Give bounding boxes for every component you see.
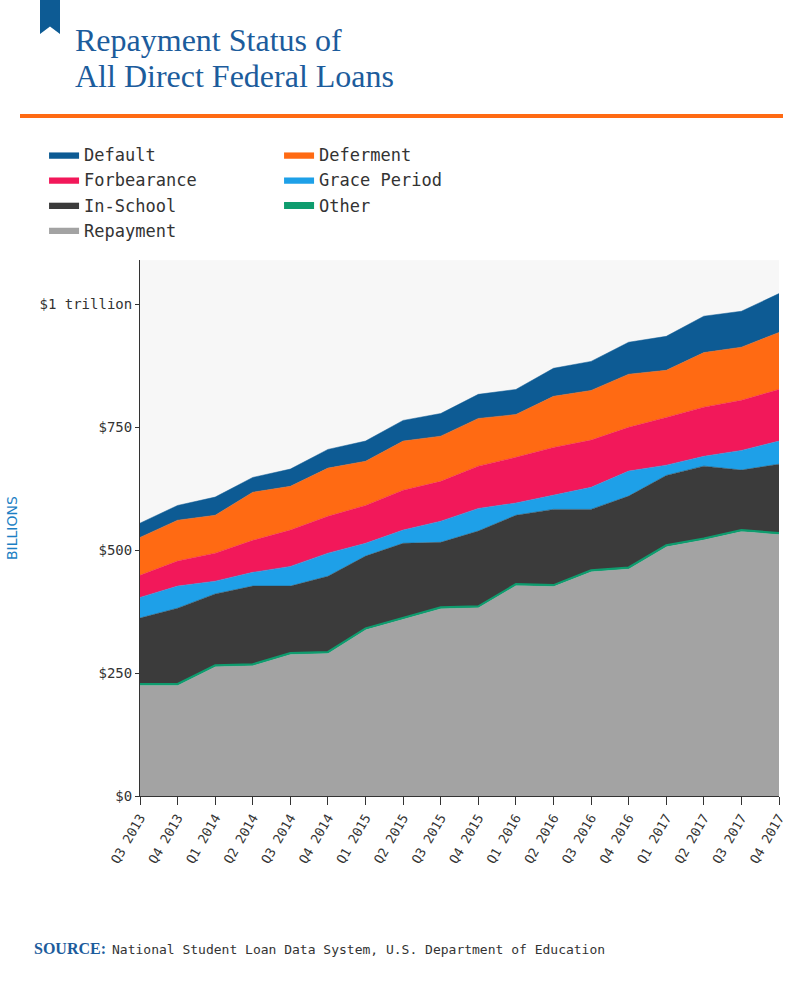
svg-text:$1 trillion: $1 trillion [39,296,132,312]
svg-text:Q4 2017: Q4 2017 [747,811,787,866]
svg-text:Repayment: Repayment [84,221,176,241]
svg-text:BILLIONS: BILLIONS [4,496,20,560]
svg-text:$0: $0 [115,788,132,804]
svg-text:Q1 2014: Q1 2014 [183,811,223,866]
svg-text:Q4 2014: Q4 2014 [296,811,336,866]
svg-text:Q2 2016: Q2 2016 [521,811,561,866]
svg-text:Q1 2016: Q1 2016 [484,811,524,866]
svg-text:In-School: In-School [84,196,176,216]
svg-text:Forbearance: Forbearance [84,170,197,190]
svg-text:Default: Default [84,145,156,165]
svg-text:Q2 2015: Q2 2015 [371,811,411,866]
html-text:National Student Loan Data Sys: National Student Loan Data System, U.S. … [112,942,606,957]
svg-text:Q2 2017: Q2 2017 [672,811,712,866]
svg-text:Q3 2013: Q3 2013 [108,811,148,866]
svg-text:Deferment: Deferment [319,145,411,165]
svg-text:Q1 2017: Q1 2017 [634,811,674,866]
svg-text:Q2 2014: Q2 2014 [221,811,261,866]
svg-text:Q3 2014: Q3 2014 [258,811,298,866]
svg-text:Q4 2013: Q4 2013 [145,811,185,866]
svg-text:Other: Other [319,196,370,216]
svg-text:Q1 2015: Q1 2015 [333,811,373,866]
svg-text:Q4 2015: Q4 2015 [446,811,486,866]
svg-text:Q3 2016: Q3 2016 [559,811,599,866]
html-text:SOURCE:: SOURCE: [34,940,106,957]
svg-text:$250: $250 [98,665,132,681]
svg-text:Q3 2017: Q3 2017 [709,811,749,866]
svg-text:$750: $750 [98,419,132,435]
svg-text:$500: $500 [98,542,132,558]
svg-text:Q4 2016: Q4 2016 [596,811,636,866]
html-text:Repayment Status of All Direct: Repayment Status of All Direct Federal L… [75,22,394,94]
svg-text:Grace Period: Grace Period [319,170,442,190]
svg-text:Q3 2015: Q3 2015 [409,811,449,866]
